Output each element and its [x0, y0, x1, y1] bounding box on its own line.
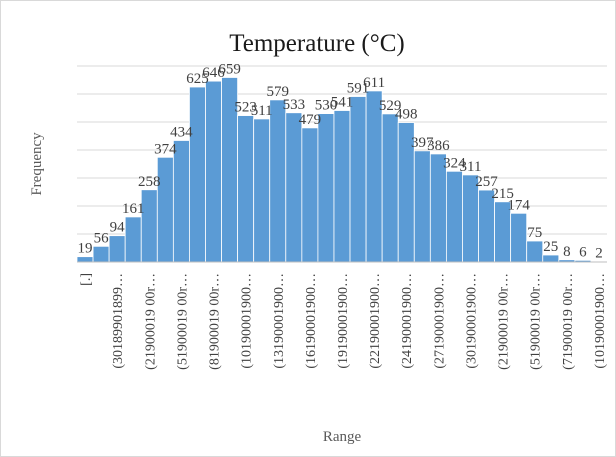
data-label: 56 [94, 230, 110, 246]
bar [205, 80, 222, 263]
chart-title: Temperature (°C) [229, 30, 405, 57]
data-label: 94 [110, 220, 126, 236]
x-tick-label: (21900019 00r… [497, 273, 512, 370]
data-label: 434 [170, 124, 193, 140]
x-axis-label: Range [323, 429, 362, 445]
data-label: 324 [443, 155, 466, 171]
bar [542, 254, 560, 263]
data-label: 19 [78, 241, 93, 257]
x-tick-label: (19190001900… [336, 273, 351, 369]
y-axis-label: Frequency [29, 132, 45, 196]
data-label: 511 [251, 103, 273, 119]
data-label: 529 [379, 98, 402, 114]
data-label: 25 [543, 239, 558, 255]
x-tick-label: (51900019 00r… [175, 273, 190, 370]
bar [301, 127, 319, 263]
bar [333, 110, 351, 263]
bars [76, 77, 608, 263]
bar [445, 170, 463, 263]
data-label: 75 [527, 225, 542, 241]
bar [124, 216, 142, 263]
bar [189, 86, 206, 263]
data-label: 161 [122, 201, 145, 217]
x-tick-label: (13190001900… [272, 273, 287, 369]
data-label: 258 [138, 174, 161, 190]
data-label: 2 [595, 245, 603, 261]
bar [285, 112, 303, 263]
data-label: 533 [283, 97, 306, 113]
data-label: 479 [299, 112, 322, 128]
bar [172, 140, 190, 263]
x-tick-label: (27190001900… [432, 273, 447, 369]
x-tick-label: (51900019 00r… [529, 273, 544, 370]
data-label: 530 [315, 98, 338, 114]
data-label: 174 [507, 197, 530, 213]
data-label: 523 [234, 100, 257, 116]
data-label: 257 [475, 174, 498, 190]
data-label: 6 [579, 244, 587, 260]
data-label: 591 [347, 81, 370, 97]
bar [381, 113, 399, 263]
data-label: 311 [460, 159, 482, 175]
x-tick-label: [.] [79, 273, 94, 286]
bar [510, 212, 528, 263]
data-label: 579 [267, 84, 290, 100]
x-tick-label: (22190001900… [368, 273, 383, 369]
bar [349, 96, 367, 263]
bar [526, 240, 544, 263]
data-label: 625 [186, 71, 209, 87]
x-tick-label: (30189901899… [111, 273, 126, 369]
data-label: 541 [331, 95, 354, 111]
x-tick-label: (10190001900… [240, 273, 255, 369]
data-label: 374 [154, 141, 177, 157]
x-tick-label: (81900019 00r… [208, 273, 223, 370]
bar [76, 256, 94, 263]
x-tick-labels: [.] (30189901899… (21900019 00r… (51900019 … [79, 273, 608, 370]
x-tick-label: (21900019 00r… [143, 273, 158, 370]
data-label: 498 [395, 107, 418, 123]
data-labels: 1956941612583744346256466595235115795334… [78, 61, 603, 261]
data-label: 215 [491, 186, 514, 202]
x-tick-label: (30190001900… [464, 273, 479, 369]
bar [413, 150, 431, 263]
data-label: 646 [202, 65, 225, 81]
data-label: 611 [363, 75, 385, 91]
x-tick-label: (71900019 00r… [561, 273, 576, 370]
bar [317, 113, 335, 263]
bar [108, 235, 126, 263]
x-tick-label: (16190001900… [304, 273, 319, 369]
x-tick-label: (10190001900… [593, 273, 608, 369]
data-label: 386 [427, 138, 450, 154]
data-label: 8 [563, 244, 571, 260]
data-label: 397 [411, 135, 434, 151]
data-label: 659 [218, 61, 241, 77]
x-tick-label: (24190001900… [400, 273, 415, 369]
bar [237, 115, 255, 263]
bar [253, 118, 271, 263]
bar [92, 245, 110, 263]
bar [365, 90, 383, 263]
bar [269, 99, 287, 263]
